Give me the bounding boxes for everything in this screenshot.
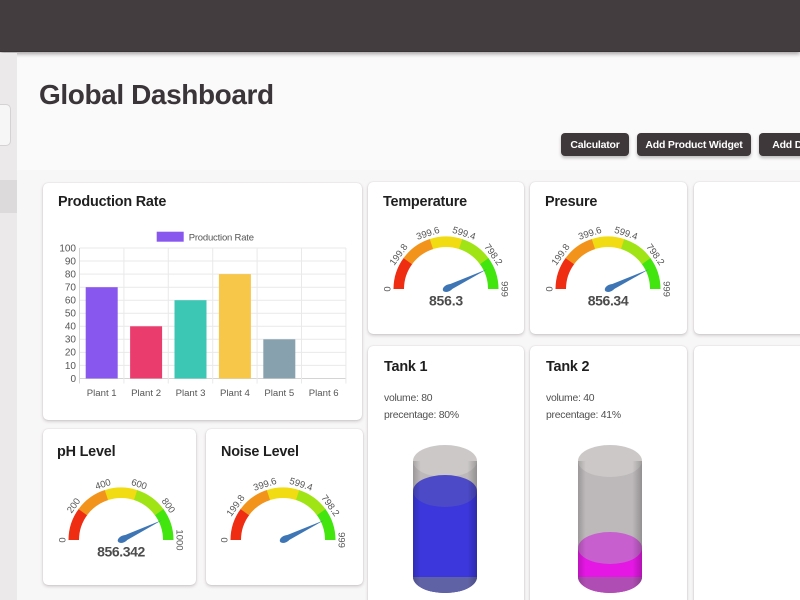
svg-text:856.34: 856.34	[588, 293, 629, 309]
svg-text:90: 90	[65, 256, 77, 267]
svg-text:Plant 2: Plant 2	[131, 388, 161, 399]
svg-text:50: 50	[65, 309, 77, 320]
svg-text:Plant 6: Plant 6	[309, 388, 339, 399]
svg-text:600: 600	[130, 477, 148, 492]
svg-text:856.342: 856.342	[97, 544, 145, 560]
svg-text:40: 40	[65, 322, 77, 333]
svg-text:999: 999	[498, 281, 509, 297]
svg-text:Production Rate: Production Rate	[189, 232, 254, 243]
svg-text:100: 100	[59, 243, 76, 254]
svg-text:400: 400	[94, 477, 112, 492]
svg-text:80: 80	[65, 269, 77, 280]
svg-text:20: 20	[65, 348, 77, 359]
svg-text:Plant 4: Plant 4	[220, 388, 251, 399]
svg-text:1000: 1000	[173, 529, 184, 550]
svg-text:Plant 5: Plant 5	[264, 388, 294, 399]
svg-text:Plant 1: Plant 1	[87, 388, 117, 399]
svg-text:10: 10	[65, 361, 77, 372]
svg-text:856.3: 856.3	[429, 293, 463, 309]
svg-text:70: 70	[65, 283, 77, 294]
svg-text:0: 0	[70, 374, 76, 385]
svg-text:0: 0	[58, 537, 69, 542]
svg-text:999: 999	[660, 281, 671, 297]
svg-text:0: 0	[220, 537, 231, 542]
svg-text:Plant 3: Plant 3	[176, 388, 206, 399]
svg-text:0: 0	[545, 286, 556, 291]
svg-text:999: 999	[335, 532, 346, 548]
svg-text:30: 30	[65, 335, 77, 346]
svg-text:60: 60	[65, 296, 77, 307]
svg-text:0: 0	[383, 286, 394, 291]
